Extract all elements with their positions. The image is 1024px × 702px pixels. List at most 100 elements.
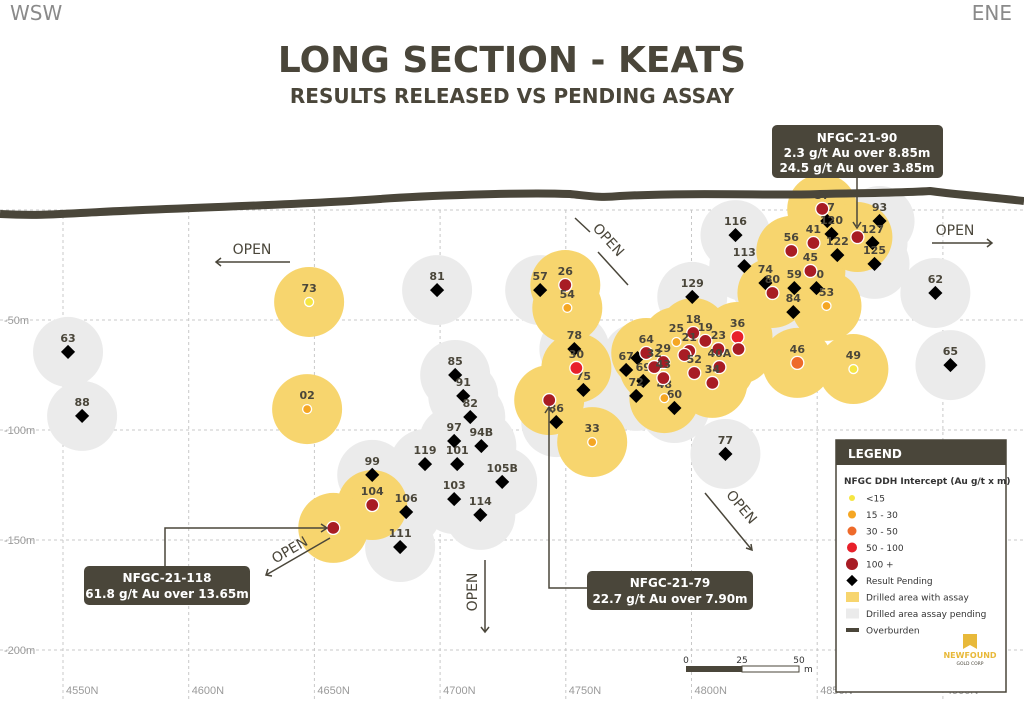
legend-result-pending: Result Pending — [866, 577, 933, 587]
hole-label: 73 — [301, 282, 316, 295]
intercept-marker-100+ — [647, 359, 662, 375]
hole-label: 103 — [443, 479, 466, 492]
result-pending-marker — [728, 228, 743, 243]
hole-label: 101 — [446, 444, 469, 457]
intercept-marker-100+ — [803, 263, 818, 279]
intercept-marker-100+ — [558, 277, 573, 293]
y-tick-label: -100m — [4, 425, 35, 437]
x-tick-label: 4550N — [66, 685, 98, 697]
hole-label: 120 — [820, 214, 843, 227]
intercept-marker-100+ — [687, 365, 702, 381]
hole-label: 67 — [618, 350, 633, 363]
result-pending-marker — [448, 367, 463, 383]
hole-label: 60 — [667, 388, 683, 401]
hole-label: 119 — [414, 444, 437, 457]
result-pending-marker — [786, 305, 801, 320]
result-pending-marker — [430, 283, 445, 298]
intercept-marker-15-30 — [671, 336, 682, 348]
callout-90-title: NFGC-21-90 — [817, 131, 898, 145]
overburden-line — [0, 186, 1024, 219]
result-pending-marker — [576, 382, 591, 398]
legend-15-30-icon — [848, 510, 856, 519]
callout-nfgc-21-90: NFGC-21-90 2.3 g/t Au over 8.85m 24.5 g/… — [772, 125, 943, 230]
hole-label: 111 — [389, 527, 412, 540]
result-pending-marker — [549, 415, 564, 430]
result-pending-marker — [533, 283, 548, 298]
result-pending-marker — [629, 388, 644, 403]
intercept-marker-100+ — [656, 370, 671, 386]
hole-label: 02 — [299, 389, 314, 402]
scale-0: 0 — [683, 656, 689, 666]
legend-subtitle: NFGC DDH Intercept (Au g/t x m) — [844, 477, 1011, 487]
hole-label: 78 — [567, 329, 582, 342]
result-pending-marker — [60, 344, 76, 359]
y-tick-label: -150m — [4, 535, 35, 547]
legend-15-30: 15 - 30 — [866, 511, 898, 521]
hole-label: 23 — [711, 329, 726, 342]
intercept-marker-100+ — [784, 243, 799, 259]
legend-pending-area: Drilled area assay pending — [866, 610, 986, 620]
intercept-marker-100+ — [712, 359, 727, 375]
hole-label: 53 — [819, 286, 834, 299]
legend-header: LEGEND — [848, 447, 902, 461]
callout-90-line2: 2.3 g/t Au over 8.85m — [784, 146, 931, 160]
open-arrow-northeast — [597, 251, 629, 286]
scale-25: 25 — [736, 656, 747, 666]
pending-diamond-icon — [846, 574, 858, 587]
result-pending-marker — [636, 373, 651, 389]
intercept-marker-15-30 — [301, 403, 313, 415]
hole-label: 82 — [463, 397, 478, 410]
hole-label: 97 — [447, 421, 462, 434]
result-pending-marker — [447, 433, 462, 449]
intercept-marker-100+ — [639, 345, 654, 361]
open-label-west: OPEN — [233, 242, 272, 258]
result-pending-marker — [830, 248, 845, 263]
result-pending-marker — [456, 388, 471, 403]
hole-label: 57 — [533, 270, 548, 283]
open-arrow-west — [214, 257, 290, 267]
result-pending-marker — [867, 256, 882, 271]
hole-label: 91 — [456, 376, 471, 389]
result-pending-marker — [450, 457, 465, 472]
intercept-marker-100+ — [815, 201, 830, 217]
hole-label: 29 — [656, 342, 671, 355]
hole-label: 46 — [790, 343, 806, 356]
result-pending-marker — [417, 457, 433, 472]
hole-label: 127 — [861, 223, 884, 236]
legend-lt15: <15 — [866, 495, 885, 505]
hole-label: 125 — [863, 244, 886, 257]
hole-label: 64 — [639, 333, 655, 346]
hole-label: 33 — [585, 422, 600, 435]
hole-label: 18 — [686, 313, 701, 326]
callout-118-title: NFGC-21-118 — [123, 571, 212, 585]
hole-label: 116 — [724, 215, 747, 228]
hole-label: 114 — [469, 495, 492, 508]
intercept-marker-100+ — [542, 392, 557, 408]
hole-label: 21 — [682, 331, 697, 344]
result-pending-marker — [393, 539, 408, 555]
callout-nfgc-21-79: NFGC-21-79 22.7 g/t Au over 7.90m — [544, 405, 753, 610]
page-title: LONG SECTION - KEATS — [278, 40, 746, 81]
callout-79-line2: 22.7 g/t Au over 7.90m — [592, 592, 747, 606]
result-pending-marker — [463, 409, 478, 425]
result-pending-marker — [872, 213, 887, 229]
overburden-icon — [846, 628, 859, 632]
hole-label: 94B — [469, 426, 493, 439]
open-label-northeast: OPEN — [589, 221, 627, 261]
intercept-marker-100+ — [711, 341, 726, 357]
hole-label: 45 — [803, 251, 818, 264]
hole-label: 105B — [487, 462, 518, 475]
intercept-marker-100+ — [731, 341, 746, 357]
hole-label: 52 — [687, 353, 702, 366]
open-label-down: OPEN — [465, 573, 481, 612]
hole-label: 106 — [395, 492, 418, 505]
hole-label: 84 — [786, 292, 802, 305]
result-pending-marker — [865, 235, 880, 251]
result-pending-marker — [824, 226, 839, 242]
legend-assay-area: Drilled area with assay — [866, 594, 970, 604]
hole-label: 72 — [629, 376, 644, 389]
hole-label: 49 — [846, 349, 861, 362]
legend-100-plus: 100 + — [866, 561, 894, 571]
intercept-marker-50-100 — [569, 360, 584, 376]
